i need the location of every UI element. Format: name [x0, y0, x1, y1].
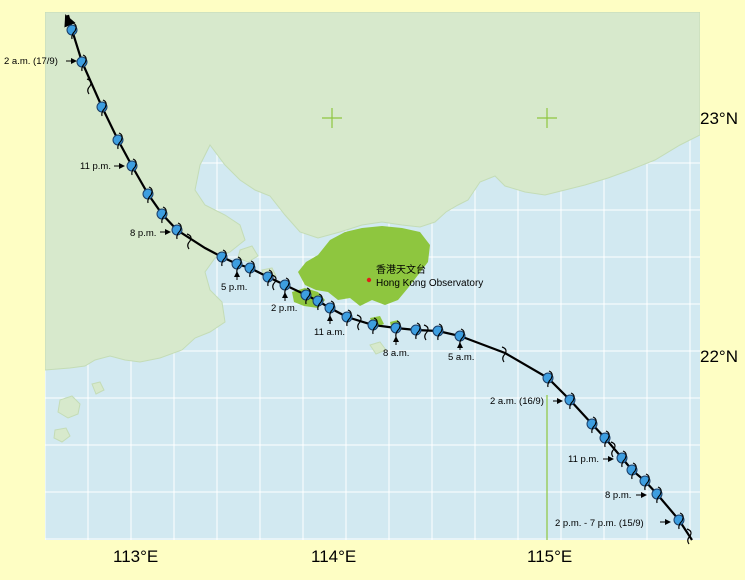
typhoon-symbol: [267, 269, 273, 287]
typhoon-symbol: [147, 186, 153, 204]
typhoon-symbol: [186, 233, 192, 250]
time-label: 5 a.m.: [448, 352, 474, 363]
typhoon-symbol: [372, 317, 378, 335]
time-label: 11 p.m.: [568, 454, 599, 465]
latitude-label-23n: 23°N: [700, 109, 738, 128]
typhoon-symbol: [621, 450, 627, 468]
typhoon-symbol: [81, 54, 87, 72]
typhoon-symbol: [686, 528, 692, 545]
typhoon-symbol: [271, 274, 277, 291]
typhoon-symbol: [317, 293, 323, 311]
typhoon-symbol: [236, 256, 242, 274]
longitude-label-115e: 115°E: [527, 547, 572, 566]
typhoon-symbol: [117, 132, 123, 150]
typhoon-symbol: [249, 260, 255, 278]
typhoon-symbol: [610, 441, 616, 458]
island: [91, 381, 105, 395]
hong-kong-territory: [298, 226, 430, 306]
time-label: 2 a.m. (17/9): [4, 56, 58, 67]
observatory-marker: [366, 277, 372, 283]
typhoon-symbol: [547, 370, 553, 388]
longitude-label-113e: 113°E: [113, 547, 158, 566]
typhoon-symbol: [86, 78, 92, 95]
typhoon-symbol: [346, 309, 352, 327]
typhoon-symbol: [305, 287, 311, 305]
time-label: 8 a.m.: [383, 348, 409, 359]
time-label: 5 p.m.: [221, 282, 247, 293]
typhoon-symbol: [329, 300, 335, 318]
typhoon-symbol: [437, 323, 443, 341]
observatory-name-zh: 香港天文台: [376, 263, 426, 276]
typhoon-symbol: [656, 486, 662, 504]
typhoon-symbol: [356, 314, 362, 331]
typhoon-symbol: [591, 416, 597, 434]
time-label: 11 p.m.: [80, 161, 111, 172]
typhoon-symbol: [101, 99, 107, 117]
time-labels: 2 a.m. (17/9) 11 p.m. 8 p.m. 5 p.m. 2 p.…: [4, 56, 671, 529]
typhoon-symbol: [71, 22, 77, 40]
typhoon-symbol: [221, 249, 227, 267]
typhoon-symbol: [423, 324, 429, 341]
typhoon-symbol: [631, 462, 637, 480]
graticule-markers: [322, 108, 557, 540]
time-label: 2 a.m. (16/9): [490, 396, 544, 407]
typhoon-symbol: [501, 346, 507, 363]
typhoon-symbol: [395, 320, 401, 338]
observatory-name-en: Hong Kong Observatory: [376, 278, 483, 289]
typhoon-symbol: [131, 158, 137, 176]
typhoon-symbol: [604, 430, 610, 448]
time-label: 11 a.m.: [314, 327, 345, 338]
typhoon-symbol: [176, 222, 182, 240]
typhoon-symbol: [678, 512, 684, 530]
typhoon-symbol: [644, 473, 650, 491]
island: [57, 395, 81, 419]
time-label: 8 p.m.: [130, 228, 156, 239]
typhoon-symbol: [161, 206, 167, 224]
island: [53, 427, 71, 443]
typhoon-track: [64, 14, 693, 545]
typhoon-symbol: [284, 277, 290, 295]
time-label: 2 p.m.: [271, 303, 297, 314]
latitude-label-22n: 22°N: [700, 347, 738, 366]
island: [369, 341, 387, 355]
longitude-label-114e: 114°E: [311, 547, 356, 566]
time-label: 2 p.m. - 7 p.m. (15/9): [555, 518, 644, 529]
time-label: 8 p.m.: [605, 490, 631, 501]
typhoon-symbol: [569, 392, 575, 410]
typhoon-symbol: [415, 322, 421, 340]
mainland: [45, 12, 700, 371]
